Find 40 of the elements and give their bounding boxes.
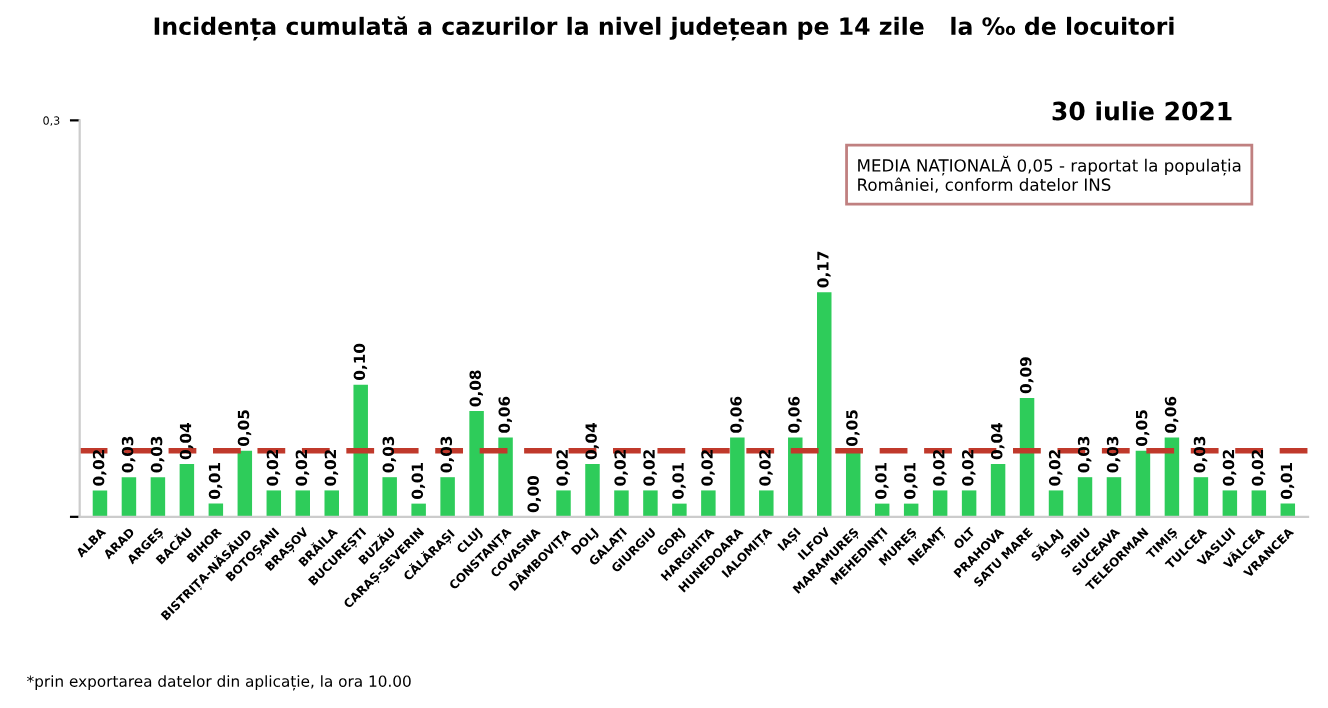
chart-subtitle: 30 iulie 2021	[1052, 101, 1232, 121]
bar	[382, 477, 397, 517]
bar	[353, 384, 368, 517]
bar	[1019, 397, 1035, 517]
bar	[701, 490, 716, 517]
bar	[440, 477, 455, 517]
bar	[1251, 490, 1267, 517]
bar	[324, 490, 339, 517]
bar	[1048, 490, 1064, 517]
bar	[788, 437, 803, 517]
bar	[585, 463, 600, 517]
bar	[614, 490, 629, 517]
bar	[237, 450, 253, 517]
bar	[266, 490, 282, 517]
bar	[1222, 490, 1238, 517]
bar	[759, 490, 774, 517]
bar	[179, 463, 195, 517]
bar	[990, 463, 1006, 517]
bar	[672, 503, 687, 517]
bar	[643, 490, 658, 517]
chart-title: Incidența cumulată a cazurilor la nivel județean pe 14 zile la ‰ de locuitori	[154, 16, 1174, 41]
bar	[1135, 450, 1151, 517]
bar	[121, 477, 137, 517]
bar	[932, 490, 948, 517]
bar	[150, 477, 166, 517]
bar	[1193, 477, 1209, 517]
bar	[411, 503, 426, 517]
bar	[92, 490, 108, 517]
bar	[1077, 477, 1093, 517]
bar	[1164, 437, 1180, 517]
bar	[556, 490, 571, 517]
bar	[498, 437, 513, 517]
bar	[961, 490, 977, 517]
bar	[469, 411, 484, 517]
annotation: MEDIA NAȚIONALĂ 0,05 - raportat la populația României, conform datelor INS	[858, 155, 1241, 193]
bar	[295, 490, 311, 517]
bar	[730, 437, 745, 517]
bar	[1106, 477, 1122, 517]
bar	[845, 450, 861, 517]
bar	[817, 292, 832, 517]
